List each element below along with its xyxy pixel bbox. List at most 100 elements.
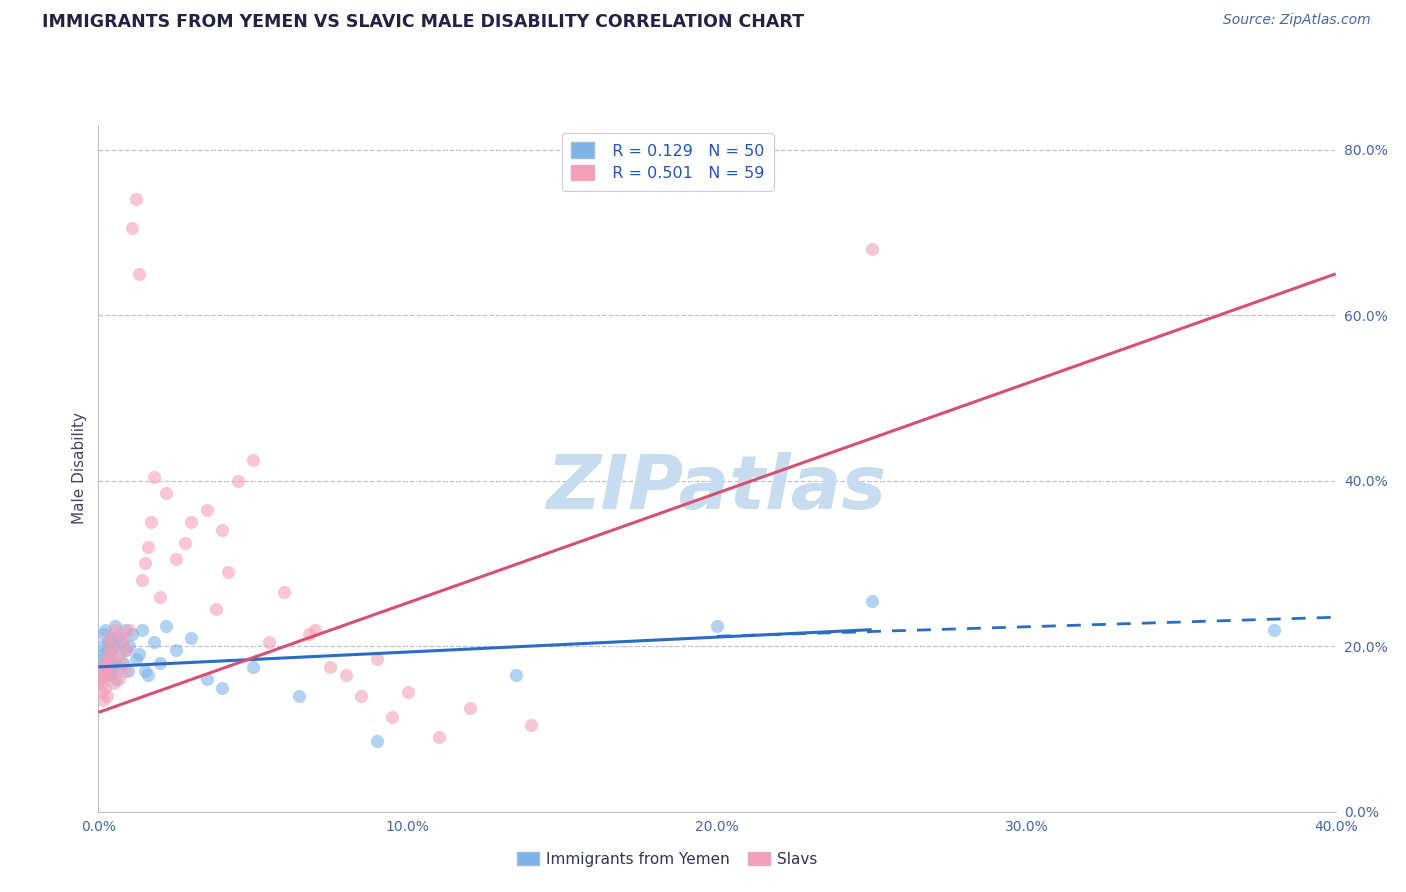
Point	[107, 648, 129, 662]
Point	[90, 651, 112, 665]
Point	[121, 221, 143, 235]
Point	[107, 673, 129, 687]
Point	[165, 552, 187, 566]
Point	[121, 627, 143, 641]
Point	[505, 668, 527, 682]
Point	[195, 502, 218, 516]
Point	[226, 474, 249, 488]
Point	[97, 635, 120, 649]
Point	[396, 684, 419, 698]
Point	[298, 627, 321, 641]
Text: IMMIGRANTS FROM YEMEN VS SLAVIC MALE DISABILITY CORRELATION CHART: IMMIGRANTS FROM YEMEN VS SLAVIC MALE DIS…	[42, 13, 804, 31]
Point	[111, 635, 132, 649]
Point	[112, 656, 135, 670]
Point	[90, 673, 112, 687]
Point	[143, 635, 166, 649]
Point	[93, 668, 115, 682]
Point	[211, 681, 233, 695]
Point	[335, 668, 357, 682]
Point	[242, 660, 264, 674]
Point	[257, 635, 280, 649]
Point	[115, 643, 138, 657]
Point	[101, 664, 124, 678]
Point	[91, 648, 114, 662]
Point	[128, 648, 150, 662]
Point	[136, 540, 159, 554]
Point	[97, 664, 120, 678]
Point	[149, 590, 172, 604]
Point	[93, 656, 115, 670]
Point	[1263, 623, 1285, 637]
Point	[118, 623, 141, 637]
Point	[155, 486, 177, 500]
Point	[96, 656, 118, 670]
Point	[136, 668, 159, 682]
Point	[134, 664, 156, 678]
Point	[90, 676, 112, 690]
Point	[111, 656, 132, 670]
Point	[180, 515, 202, 529]
Point	[96, 689, 118, 703]
Point	[366, 651, 388, 665]
Point	[97, 668, 120, 682]
Point	[105, 648, 128, 662]
Point	[103, 639, 125, 653]
Point	[94, 623, 117, 637]
Point	[96, 643, 118, 657]
Text: Source: ZipAtlas.com: Source: ZipAtlas.com	[1223, 13, 1371, 28]
Point	[155, 618, 177, 632]
Point	[94, 681, 117, 695]
Point	[96, 660, 118, 674]
Point	[91, 664, 114, 678]
Point	[381, 709, 404, 723]
Point	[118, 639, 141, 653]
Point	[91, 693, 114, 707]
Point	[115, 643, 138, 657]
Point	[195, 673, 218, 687]
Point	[114, 664, 136, 678]
Point	[105, 673, 128, 687]
Legend: Immigrants from Yemen, Slavs: Immigrants from Yemen, Slavs	[512, 846, 824, 872]
Point	[139, 515, 162, 529]
Point	[100, 631, 122, 645]
Point	[205, 602, 228, 616]
Point	[97, 648, 120, 662]
Point	[108, 627, 131, 641]
Point	[98, 651, 121, 665]
Point	[100, 643, 122, 657]
Point	[366, 734, 388, 748]
Point	[149, 656, 172, 670]
Point	[134, 557, 156, 571]
Y-axis label: Male Disability: Male Disability	[72, 412, 87, 524]
Point	[98, 668, 121, 682]
Point	[242, 453, 264, 467]
Point	[273, 585, 295, 599]
Point	[89, 673, 111, 687]
Point	[93, 627, 115, 641]
Point	[101, 660, 124, 674]
Point	[180, 631, 202, 645]
Point	[520, 718, 543, 732]
Point	[304, 623, 326, 637]
Point	[103, 676, 125, 690]
Point	[89, 660, 111, 674]
Point	[706, 618, 728, 632]
Point	[143, 469, 166, 483]
Point	[165, 643, 187, 657]
Point	[98, 651, 121, 665]
Point	[860, 593, 883, 607]
Point	[105, 631, 128, 645]
Point	[124, 192, 146, 206]
Point	[217, 565, 239, 579]
Point	[128, 267, 150, 281]
Point	[93, 668, 115, 682]
Point	[174, 535, 197, 549]
Point	[91, 639, 114, 653]
Point	[131, 623, 153, 637]
Point	[350, 689, 373, 703]
Point	[108, 660, 131, 674]
Point	[90, 684, 112, 698]
Point	[100, 639, 122, 653]
Point	[124, 651, 146, 665]
Point	[458, 701, 481, 715]
